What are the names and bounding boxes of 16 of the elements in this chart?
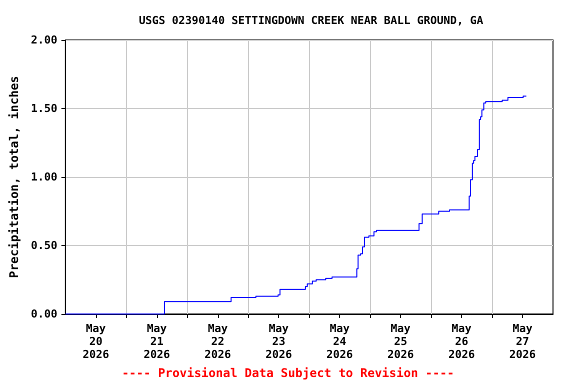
y-axis-title: Precipitation, total, inches [7,76,21,278]
x-tick-label: May 22 2026 [204,322,232,361]
chart-title: USGS 02390140 SETTINGDOWN CREEK NEAR BALL GROUND, GA [138,14,484,27]
y-tick-label: 2.00 [30,34,58,46]
y-tick-label: 0.50 [30,239,58,252]
x-tick-label: May 24 2026 [326,322,354,361]
x-tick-label: May 27 2026 [509,322,536,361]
y-tick-label: 1.00 [30,170,58,184]
x-tick-label: May 25 2026 [387,322,414,361]
y-tick-label: 1.50 [30,102,58,115]
x-tick-label: May 23 2026 [265,322,292,361]
text: ---- Provisional Data Subject to Revision ---- [122,366,454,380]
x-tick-label: May 20 2026 [82,322,110,361]
x-tick-label: May 21 2026 [144,322,170,361]
x-tick-label: May 26 2026 [448,322,476,361]
y-tick-label: 0.00 [30,308,58,320]
